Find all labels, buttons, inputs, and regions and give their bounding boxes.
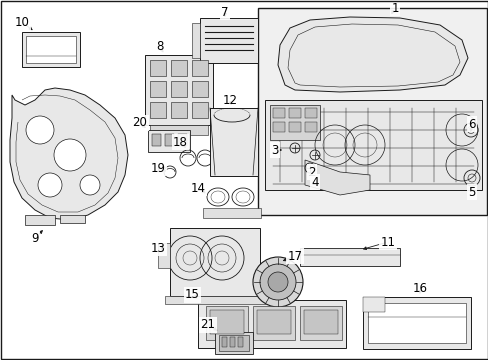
Text: 16: 16 (412, 282, 427, 294)
Text: 12: 12 (222, 94, 237, 107)
Bar (164, 296, 264, 304)
Bar (148, 130, 190, 152)
Bar (171, 102, 186, 118)
Circle shape (54, 139, 86, 171)
Text: 21: 21 (200, 319, 215, 332)
Bar (60, 215, 85, 223)
Bar (192, 60, 207, 76)
Bar (272, 108, 285, 118)
Text: 15: 15 (184, 288, 199, 302)
Bar (178, 134, 186, 146)
Bar (258, 8, 486, 215)
Bar (362, 297, 384, 312)
Bar (229, 337, 235, 347)
Bar (171, 81, 186, 97)
Polygon shape (278, 17, 467, 92)
Bar (158, 243, 170, 268)
Text: 20: 20 (132, 117, 147, 130)
Text: 5: 5 (468, 185, 475, 198)
Text: 14: 14 (190, 181, 205, 194)
Bar (22, 32, 80, 67)
Bar (25, 215, 55, 225)
Bar (209, 310, 244, 334)
Text: 8: 8 (156, 40, 163, 54)
Text: 9: 9 (31, 231, 39, 244)
Bar (305, 122, 316, 132)
Bar (150, 125, 207, 135)
Circle shape (267, 272, 287, 292)
Text: 18: 18 (172, 135, 187, 148)
Text: 10: 10 (15, 15, 29, 28)
Bar (222, 337, 226, 347)
Text: 6: 6 (468, 117, 475, 130)
Bar (304, 310, 337, 334)
Bar (288, 122, 301, 132)
Bar (150, 102, 165, 118)
Bar (152, 134, 161, 146)
Bar (299, 306, 341, 340)
Text: 19: 19 (150, 162, 165, 175)
Circle shape (26, 116, 54, 144)
Bar (209, 108, 258, 176)
Circle shape (80, 175, 100, 195)
Bar (252, 306, 294, 340)
Text: 1: 1 (390, 1, 398, 14)
Text: 17: 17 (287, 249, 302, 262)
Circle shape (260, 264, 295, 300)
Bar (205, 306, 247, 340)
Text: 2: 2 (307, 166, 315, 179)
Bar (238, 337, 243, 347)
Bar (26, 36, 76, 63)
Bar (145, 55, 213, 125)
Bar (367, 303, 465, 343)
Bar (362, 297, 470, 349)
Polygon shape (10, 88, 128, 220)
Bar (219, 335, 248, 351)
Bar (150, 81, 165, 97)
Bar (150, 60, 165, 76)
Bar (192, 102, 207, 118)
Text: 11: 11 (380, 235, 395, 248)
Bar (170, 228, 260, 296)
Bar (288, 108, 301, 118)
Bar (257, 310, 290, 334)
Bar (264, 100, 481, 190)
Text: 7: 7 (221, 5, 228, 18)
Circle shape (252, 257, 303, 307)
Polygon shape (192, 23, 200, 58)
Bar (164, 134, 174, 146)
Bar (305, 108, 316, 118)
Bar (203, 208, 261, 218)
Bar (215, 332, 252, 354)
Circle shape (38, 173, 62, 197)
Bar (299, 248, 399, 266)
Text: 13: 13 (150, 242, 165, 255)
Bar (200, 18, 258, 63)
Bar (269, 105, 319, 140)
Text: 4: 4 (311, 175, 318, 189)
Text: 3: 3 (271, 144, 278, 157)
Bar (192, 81, 207, 97)
Polygon shape (305, 160, 369, 195)
Bar (272, 122, 285, 132)
Bar (198, 300, 346, 348)
Bar (171, 60, 186, 76)
